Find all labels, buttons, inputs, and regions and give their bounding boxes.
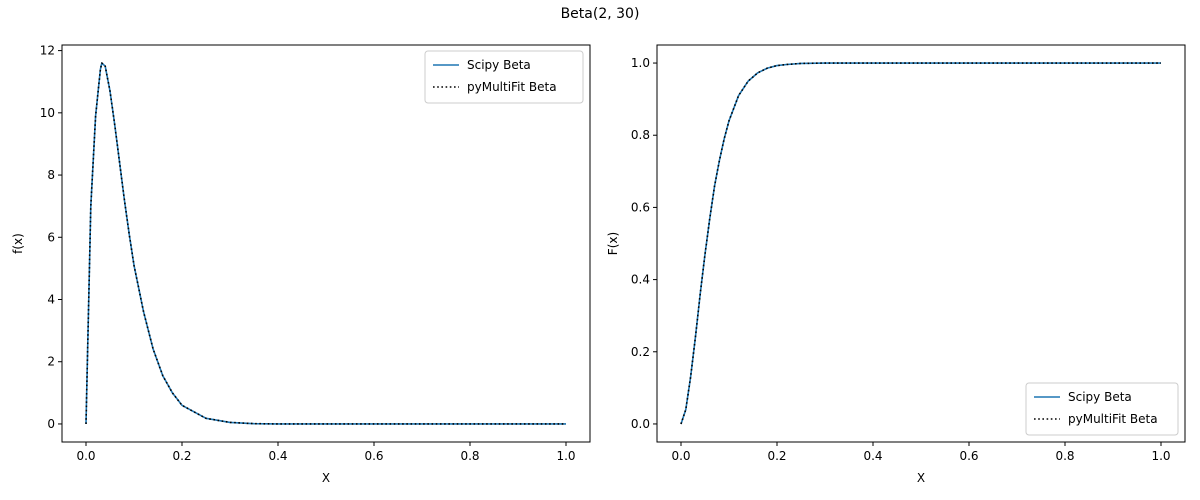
y-tick-label: 6 [47,230,55,244]
x-tick-label: 0.6 [959,449,978,463]
y-axis-label: f(x) [11,233,25,254]
legend-label: Scipy Beta [467,58,531,72]
y-tick-label: 0.0 [631,417,650,431]
y-tick-label: 10 [40,106,55,120]
x-tick-label: 0.6 [364,449,383,463]
y-tick-label: 2 [47,355,55,369]
x-axis-label: X [322,471,330,485]
scipy-beta-line [85,62,566,425]
x-tick-label: 0.2 [767,449,786,463]
x-tick-label: 0.0 [671,449,690,463]
y-tick-label: 0.6 [631,200,650,214]
y-tick-label: 0.4 [631,273,650,287]
legend-label: pyMultiFit Beta [1068,412,1158,426]
x-tick-label: 0.2 [172,449,191,463]
x-tick-label: 1.0 [556,449,575,463]
legend: Scipy Beta pyMultiFit Beta [1025,382,1179,436]
y-tick-label: 8 [47,168,55,182]
x-tick-label: 1.0 [1151,449,1170,463]
axes-frame [61,44,591,443]
figure-title: Beta(2, 30) [560,6,640,22]
x-tick-label: 0.8 [460,449,479,463]
y-tick-label: 0 [47,417,55,431]
legend-box [424,50,584,104]
x-tick-label: 0.0 [76,449,95,463]
scipy-beta-line [680,62,1161,425]
y-tick-label: 0.8 [631,128,650,142]
x-tick-label: 0.4 [863,449,882,463]
x-axis-label: X [917,471,925,485]
axes-frame [656,44,1186,443]
legend-label: pyMultiFit Beta [467,80,557,94]
pymultifit-beta-line [680,62,1161,425]
y-tick-label: 0.2 [631,345,650,359]
x-tick-label: 0.8 [1055,449,1074,463]
y-axis-label: F(x) [606,232,620,255]
y-tick-label: 12 [40,44,55,58]
legend-label: Scipy Beta [1068,390,1132,404]
legend: Scipy Beta pyMultiFit Beta [424,50,584,104]
y-tick-label: 1.0 [631,56,650,70]
x-tick-label: 0.4 [268,449,287,463]
y-tick-label: 4 [47,293,55,307]
legend-box [1025,382,1179,436]
